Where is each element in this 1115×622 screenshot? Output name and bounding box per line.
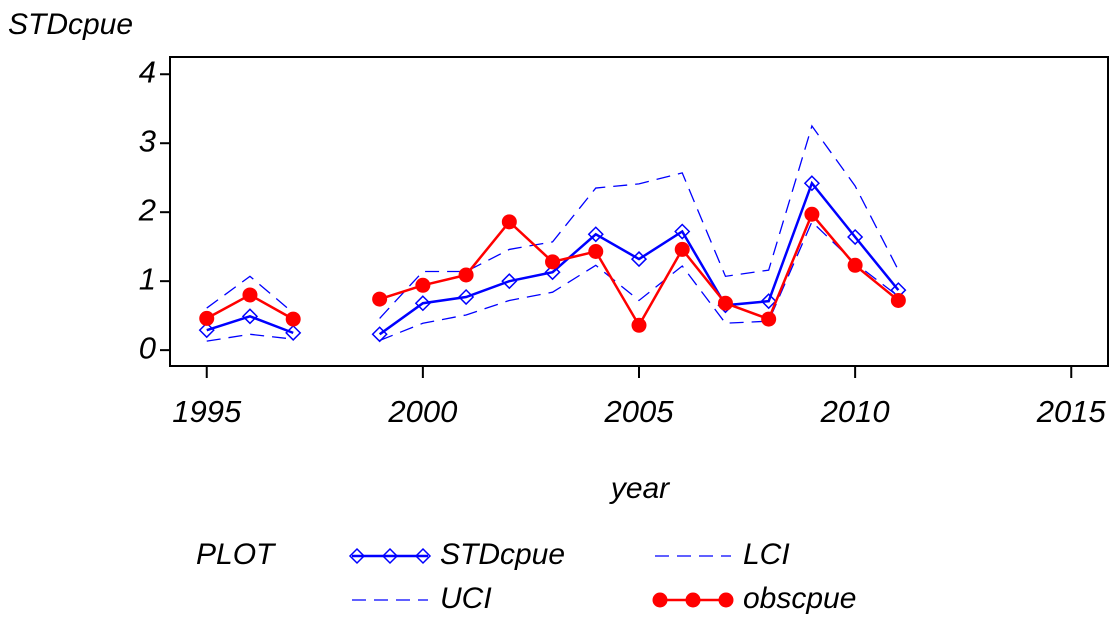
x-tick-label: 2015 <box>1036 394 1107 429</box>
point <box>847 228 864 246</box>
point <box>501 273 518 290</box>
point <box>587 226 604 243</box>
point <box>717 295 733 311</box>
point <box>241 308 259 325</box>
x-tick-label: 2000 <box>387 394 457 429</box>
legend-marker <box>348 547 366 565</box>
point <box>890 292 906 308</box>
legend-marker <box>685 592 701 608</box>
point <box>501 214 517 230</box>
legend-label: UCI <box>440 582 492 615</box>
point <box>630 251 648 268</box>
series-line <box>206 220 899 342</box>
y-tick-label: 4 <box>139 54 156 89</box>
x-tick-label: 2005 <box>604 394 675 429</box>
point <box>372 291 388 307</box>
point <box>371 326 388 343</box>
legend-marker <box>414 547 432 565</box>
legend-label: STDcpue <box>440 538 565 571</box>
legend-marker <box>381 547 399 565</box>
y-tick-label: 2 <box>138 192 156 227</box>
point <box>544 264 561 281</box>
point <box>631 317 647 333</box>
y-tick-label: 0 <box>139 330 156 365</box>
x-tick-label: 2010 <box>820 394 890 429</box>
x-tick-label: 1995 <box>172 394 242 429</box>
point <box>199 310 215 326</box>
point <box>760 293 777 310</box>
point <box>458 288 475 306</box>
point <box>804 206 820 222</box>
point <box>285 324 302 341</box>
point <box>674 241 690 257</box>
point <box>847 257 863 273</box>
point <box>588 244 604 260</box>
legend-title: PLOT <box>196 538 277 571</box>
point <box>761 311 777 327</box>
legend-label: LCI <box>743 538 790 571</box>
legend-marker <box>718 592 734 608</box>
y-axis-label: STDcpue <box>8 8 133 41</box>
y-tick-label: 3 <box>139 123 156 158</box>
point <box>285 311 301 327</box>
series-line <box>206 180 900 336</box>
point <box>198 322 215 339</box>
point <box>674 223 691 240</box>
legend-label: obscpue <box>743 582 856 615</box>
point <box>242 287 258 303</box>
x-axis-label: year <box>609 472 670 505</box>
point <box>803 175 820 192</box>
y-tick-label: 1 <box>139 261 156 296</box>
point <box>458 267 474 283</box>
series-line <box>206 124 899 319</box>
point <box>415 277 431 293</box>
point <box>414 295 431 312</box>
point <box>545 254 561 270</box>
legend-marker <box>652 592 668 608</box>
